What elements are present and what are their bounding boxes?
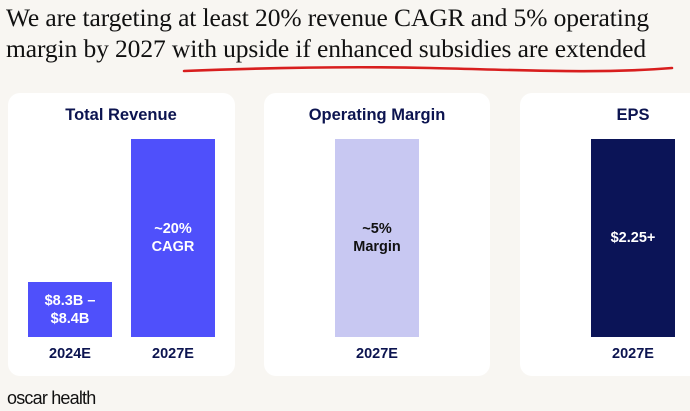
x-tick-label: 2024E <box>49 346 91 362</box>
bar-2027e: $2.25+ <box>591 139 675 337</box>
data-label: $2.25+ <box>610 230 656 246</box>
headline-line-2-underlined: with upside if enhanced subsidies are ex… <box>171 34 646 63</box>
headline-line-2: margin by 2027 with upside if enhanced s… <box>6 33 690 64</box>
data-label: ~5% Margin <box>353 221 401 255</box>
bar-2027e: ~20% CAGR <box>131 139 215 337</box>
headline-line-2-plain: margin by 2027 <box>6 34 172 63</box>
x-tick-label: 2027E <box>612 346 654 362</box>
oscar-health-logo: oscar health <box>7 388 96 408</box>
red-underline-annotation <box>182 65 674 73</box>
chart-title: Operating Margin <box>308 106 446 124</box>
bar-2027e: ~5% Margin <box>335 139 419 337</box>
data-label: $8.3B – $8.4B <box>44 292 96 327</box>
chart-title: EPS <box>616 106 650 124</box>
data-label: ~20% CAGR <box>151 221 195 255</box>
bar-2024e: $8.3B – $8.4B <box>28 282 112 337</box>
x-tick-label: 2027E <box>356 346 398 362</box>
headline: We are targeting at least 20% revenue CA… <box>6 2 690 64</box>
chart-title: Total Revenue <box>65 106 177 124</box>
x-tick-label: 2027E <box>152 346 194 362</box>
headline-line-1: We are targeting at least 20% revenue CA… <box>6 3 650 32</box>
